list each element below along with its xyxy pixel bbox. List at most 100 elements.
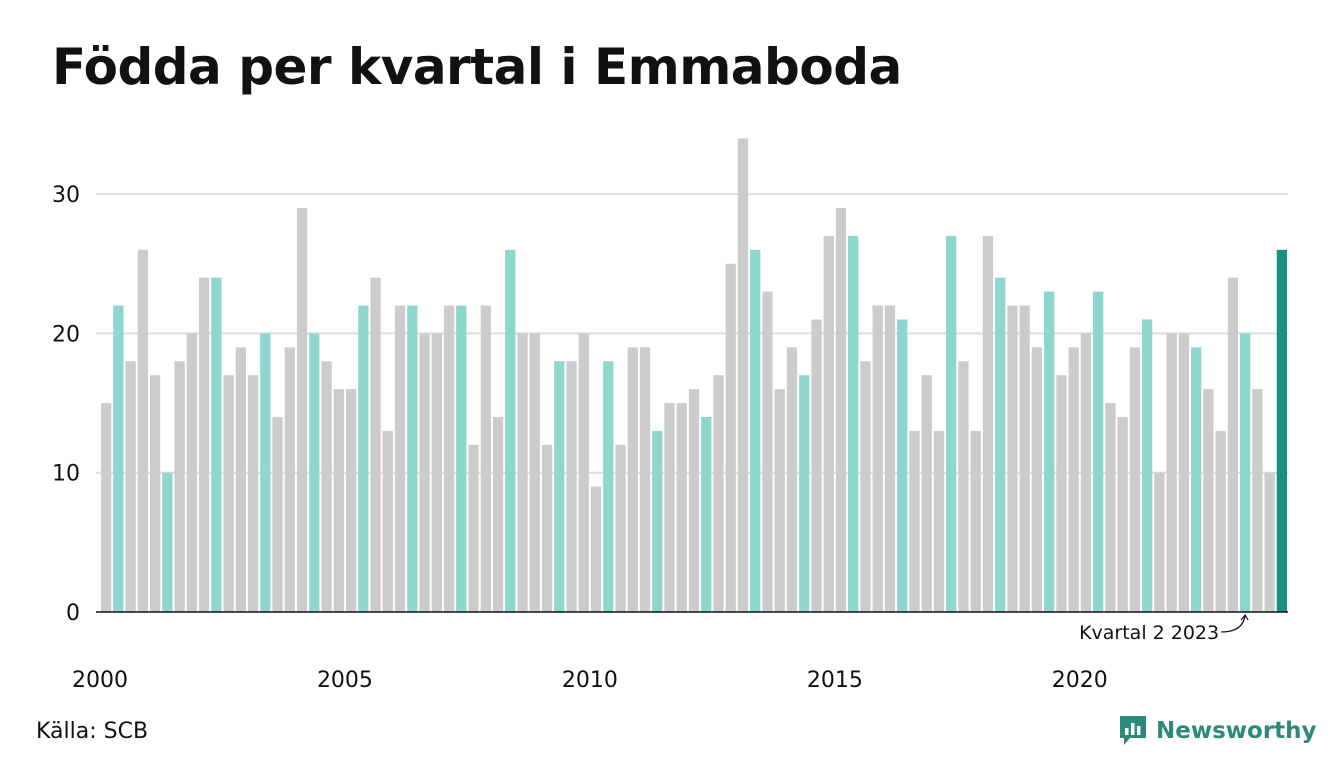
bar: [358, 305, 369, 612]
annotation: Kvartal 2 2023: [1079, 613, 1249, 644]
bar: [1166, 333, 1177, 612]
bar: [162, 472, 173, 612]
bar: [1007, 305, 1018, 612]
y-tick-label: 20: [52, 322, 80, 347]
bar: [1129, 347, 1141, 612]
brand-logo: Newsworthy: [1118, 714, 1317, 748]
bar: [247, 375, 259, 612]
bar: [1056, 375, 1067, 612]
bar: [921, 375, 932, 612]
bar: [296, 208, 308, 612]
bar: [345, 389, 357, 612]
bar: [578, 333, 589, 612]
bar: [786, 347, 798, 612]
bar: [149, 375, 161, 612]
bar: [982, 235, 994, 612]
bar: [958, 361, 969, 612]
bar: [933, 430, 945, 612]
bar: [848, 235, 859, 612]
bar: [1044, 291, 1055, 612]
y-tick-label: 10: [52, 462, 80, 487]
y-axis-ticks: 0 10 20 30: [52, 183, 80, 626]
bar: [174, 361, 185, 612]
bar: [652, 430, 663, 612]
bar: [970, 430, 981, 612]
bar: [1105, 403, 1116, 612]
bar: [113, 305, 124, 612]
bar: [370, 277, 381, 612]
bar: [884, 305, 896, 612]
bar: [529, 333, 540, 612]
bar: [1276, 249, 1288, 612]
bar: [701, 416, 712, 612]
bar: [137, 249, 149, 612]
bar: [762, 291, 773, 612]
bar: [100, 403, 112, 612]
bar: [1031, 347, 1043, 612]
bar: [1068, 347, 1079, 612]
x-axis-ticks: 2000 2005 2010 2015 2020: [72, 668, 1108, 693]
bar: [309, 333, 320, 612]
bar: [872, 305, 883, 612]
bar: [186, 333, 197, 612]
bar: [492, 416, 504, 612]
bar: [223, 375, 234, 612]
bar: [272, 416, 283, 612]
bar: [1264, 472, 1275, 612]
bar: [627, 347, 638, 612]
bar: [1178, 333, 1190, 612]
bar: [603, 361, 614, 612]
bar: [995, 277, 1006, 612]
bar: [1019, 305, 1030, 612]
x-tick-label: 2015: [807, 668, 863, 693]
bar: [333, 389, 344, 612]
x-tick-label: 2005: [317, 668, 373, 693]
bar: [590, 486, 602, 612]
x-tick-label: 2020: [1052, 668, 1108, 693]
source-label: Källa: SCB: [36, 719, 149, 744]
bar: [897, 319, 908, 612]
bar: [676, 403, 687, 612]
bar: [321, 361, 332, 612]
bar: [835, 208, 847, 612]
bar: [811, 319, 822, 612]
bar: [394, 305, 406, 612]
brand-name: Newsworthy: [1156, 718, 1317, 744]
bar: [688, 389, 700, 612]
bar: [1080, 333, 1092, 612]
bar: [1191, 347, 1202, 612]
annotation-label: Kvartal 2 2023: [1079, 622, 1219, 644]
bar: [823, 235, 834, 612]
bar: [713, 375, 724, 612]
bar: [235, 347, 246, 612]
bar: [554, 361, 565, 612]
bar: [1252, 389, 1263, 612]
bar: [737, 138, 749, 612]
bar: [1239, 333, 1251, 612]
bar: [774, 389, 785, 612]
annotation-arrow: [1221, 613, 1249, 633]
bar: [639, 347, 651, 612]
bar: [198, 277, 210, 612]
bar: [1154, 472, 1165, 612]
bar: [505, 249, 516, 612]
bar: [1215, 430, 1226, 612]
bar: [517, 333, 528, 612]
bar: [799, 375, 810, 612]
bar: [456, 305, 467, 612]
bar: [480, 305, 491, 612]
y-tick-label: 30: [52, 183, 80, 208]
bar: [566, 361, 577, 612]
bar: [1227, 277, 1239, 612]
bar: [468, 444, 479, 612]
bar: [419, 333, 430, 612]
bar-chart-logo-icon: [1120, 716, 1146, 745]
bar: [431, 333, 442, 612]
bar: [664, 403, 675, 612]
bar: [407, 305, 418, 612]
bar: [725, 263, 736, 612]
bar: [443, 305, 455, 612]
bars: [100, 138, 1288, 612]
bar: [1203, 389, 1214, 612]
